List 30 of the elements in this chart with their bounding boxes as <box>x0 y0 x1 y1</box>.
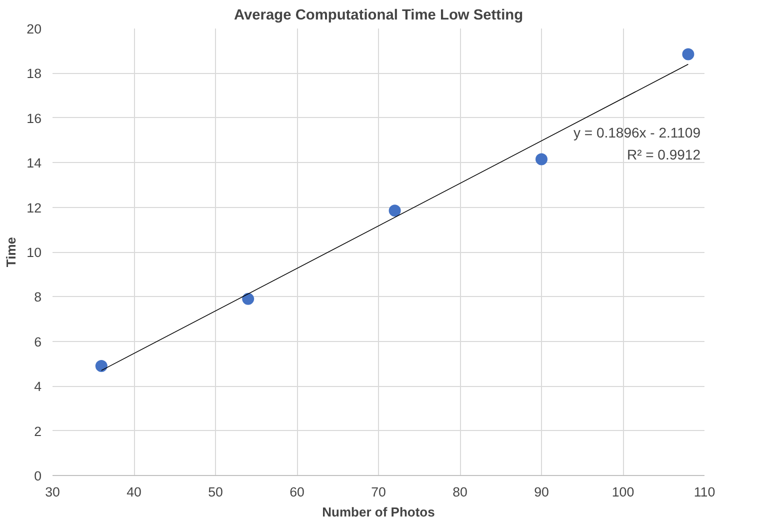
x-axis-title: Number of Photos <box>322 504 435 520</box>
y-tick-label: 2 <box>34 424 42 439</box>
point <box>95 360 108 372</box>
x-tick-label: 110 <box>694 484 716 500</box>
x-tick-label: 90 <box>534 484 549 500</box>
point <box>388 204 401 217</box>
y-tick-label: 12 <box>26 200 42 216</box>
point <box>242 292 254 305</box>
y-tick-label: 18 <box>26 66 42 82</box>
y-tick-label: 20 <box>26 22 42 36</box>
x-tick-label: 50 <box>208 484 223 500</box>
x-tick-label: 80 <box>452 484 468 500</box>
x-tick-label: 40 <box>126 484 142 500</box>
y-axis-title: Time <box>4 236 19 268</box>
y-tick-label: 16 <box>26 110 42 126</box>
y-tick-label: 14 <box>26 156 42 171</box>
y-tick-label: 4 <box>34 379 42 394</box>
annotation: R² = 0.9912 <box>626 146 701 163</box>
x-tick-label: 100 <box>612 484 634 500</box>
point <box>536 153 548 166</box>
annotation: y = 0.1896x - 2.1109 <box>574 124 701 140</box>
y-tick-label: 8 <box>34 290 42 305</box>
point <box>682 48 694 60</box>
y-tick-label: 6 <box>34 334 42 350</box>
y-tick-label: 10 <box>26 245 42 260</box>
x-tick-label: 60 <box>290 484 304 500</box>
y-tick-label: 0 <box>34 468 42 484</box>
x-tick-label: 30 <box>45 484 60 500</box>
chart-title: Average Computational Time Low Setting <box>234 8 524 24</box>
x-tick-label: 70 <box>371 484 386 500</box>
